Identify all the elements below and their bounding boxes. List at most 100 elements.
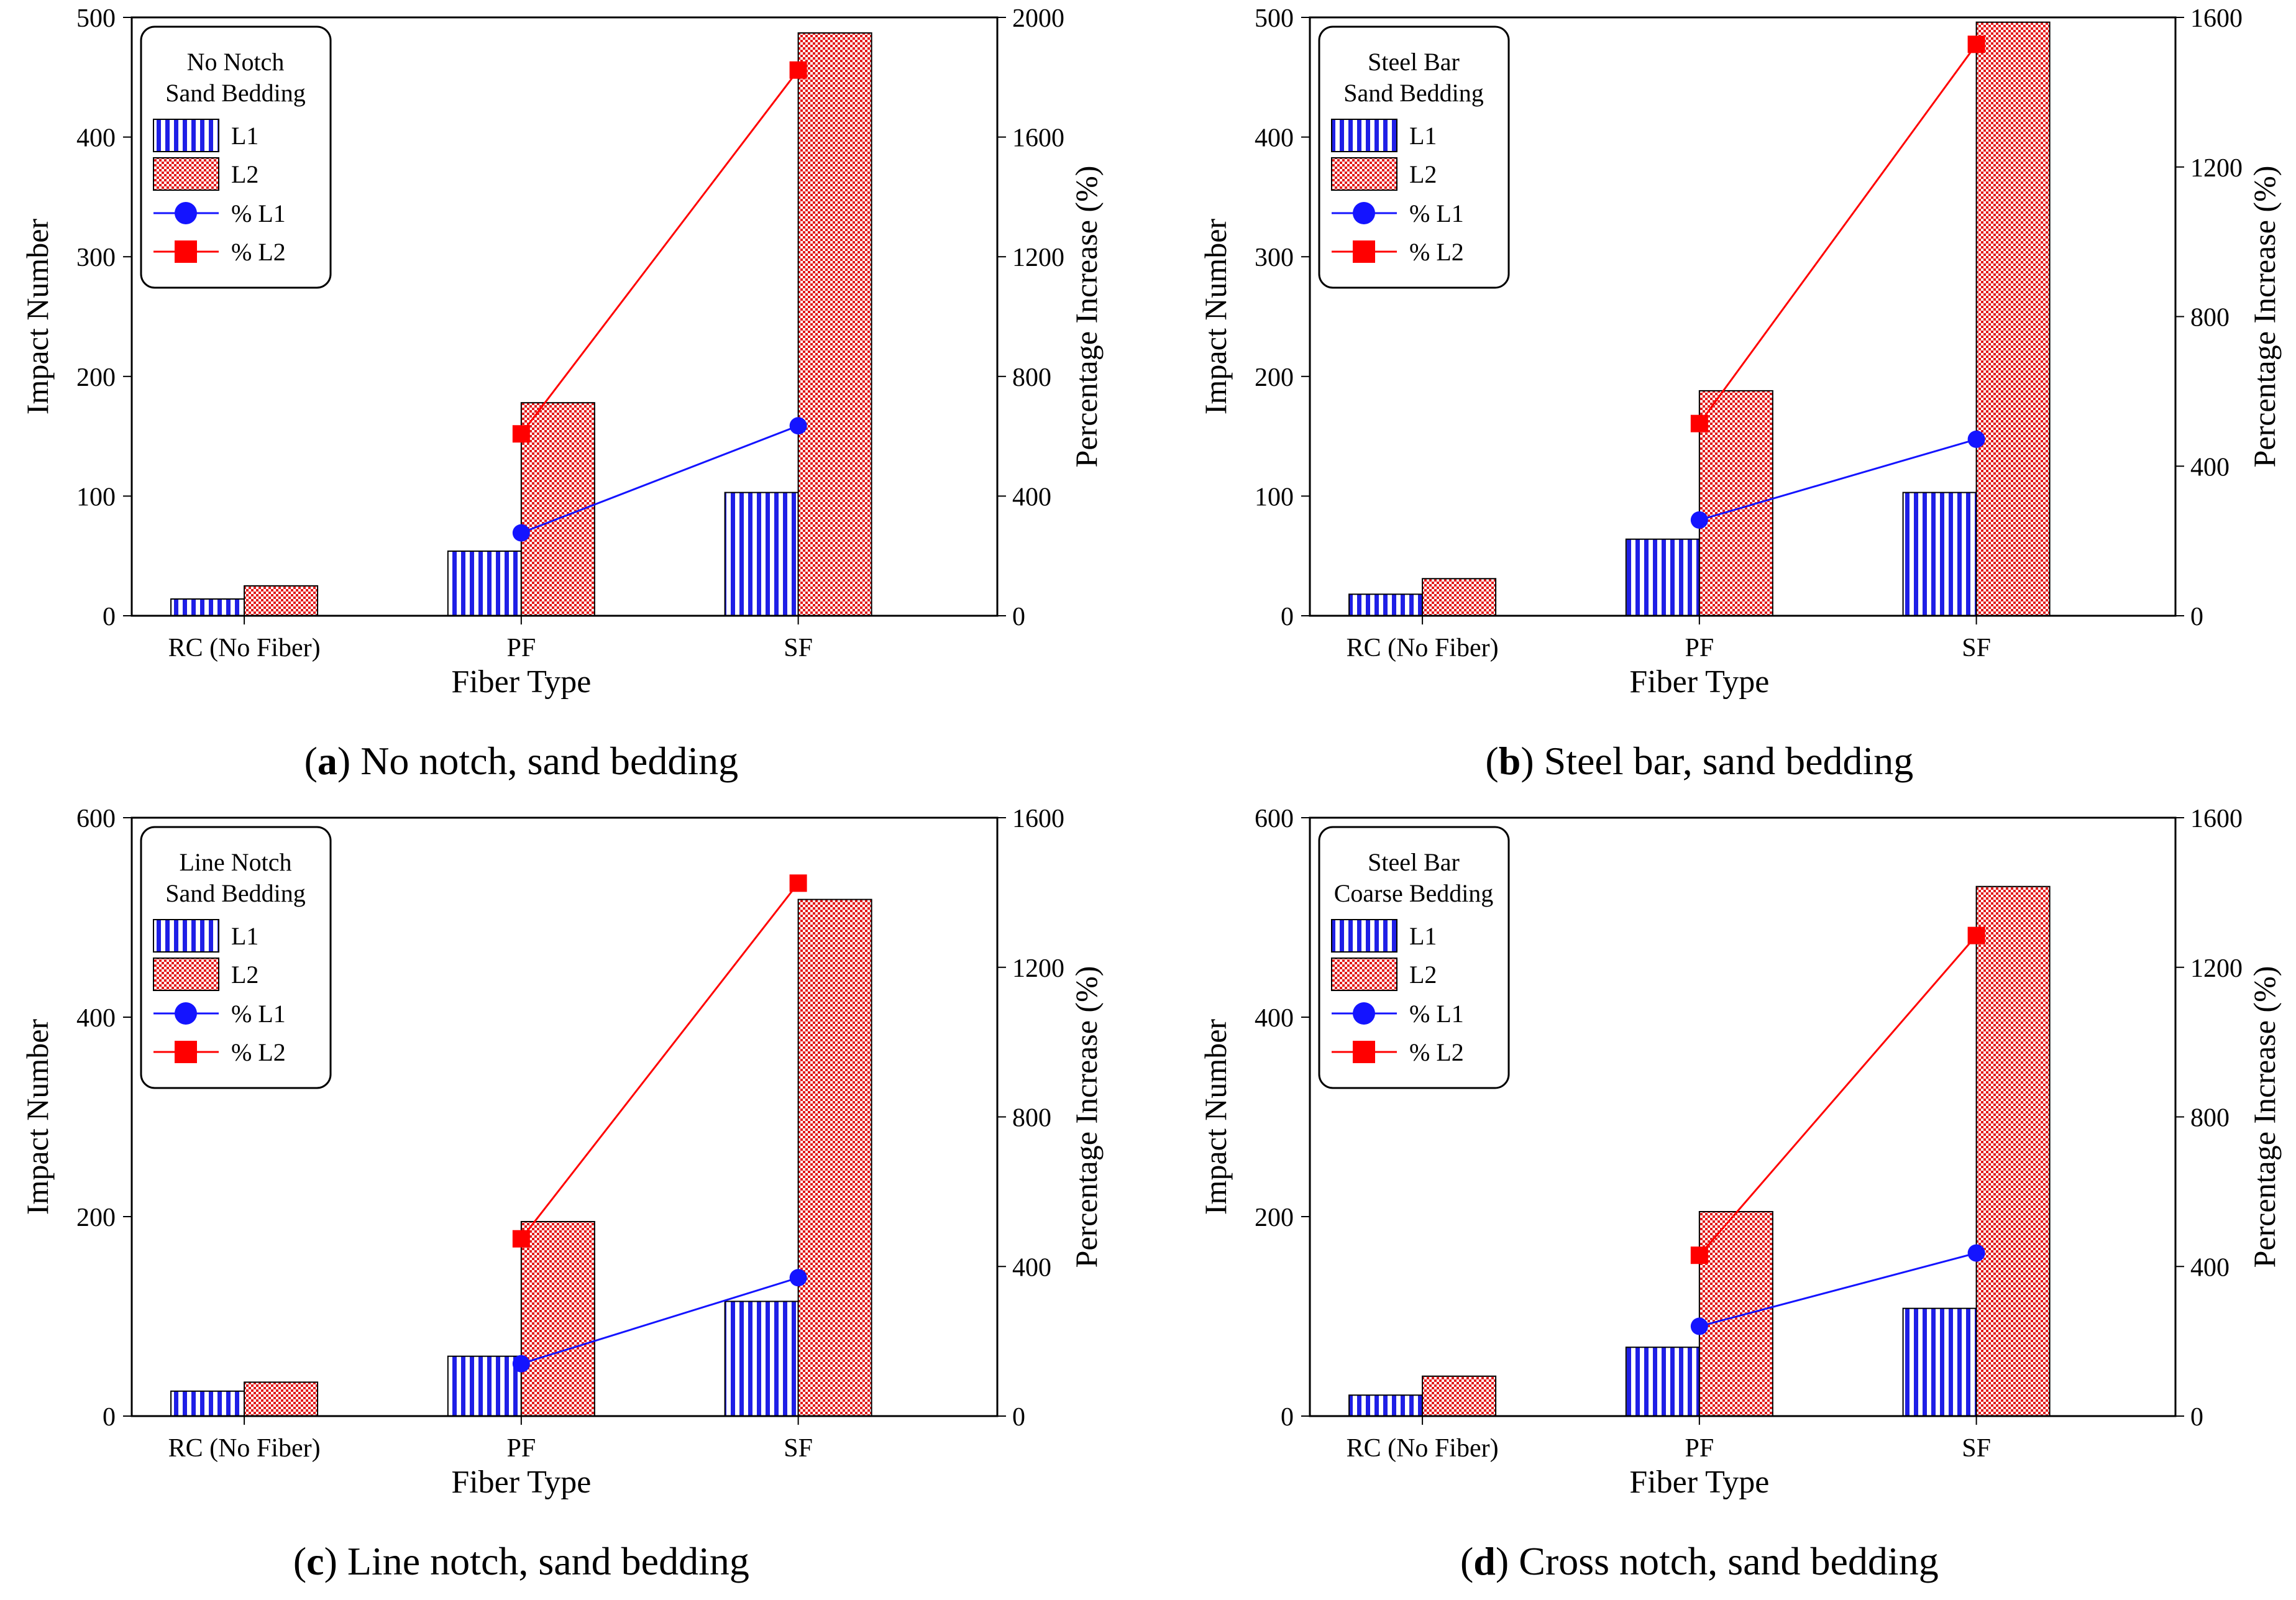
x-tick-label: PF bbox=[506, 634, 536, 662]
y2-tick-label: 400 bbox=[1012, 483, 1051, 511]
y-tick-label: 600 bbox=[76, 805, 116, 833]
legend-title: Line Notch bbox=[179, 848, 291, 876]
bar-l1-a-0 bbox=[170, 598, 245, 617]
bar-l2-d-1 bbox=[1698, 1210, 1773, 1417]
x-axis-label: Fiber Type bbox=[451, 1465, 591, 1500]
bar-l1-c-0 bbox=[170, 1390, 245, 1417]
marker-pct-l2 bbox=[789, 874, 807, 892]
y-axis-label: Impact Number bbox=[1198, 219, 1233, 415]
legend-swatch-l1 bbox=[153, 119, 219, 152]
line-pct-l1-b bbox=[1699, 438, 1977, 521]
y2-tick-label: 2000 bbox=[1012, 4, 1064, 33]
bar-l2-d-0 bbox=[1422, 1375, 1497, 1417]
legend-swatch-l2 bbox=[1331, 958, 1397, 991]
legend-label-l2: L2 bbox=[1409, 961, 1437, 989]
x-tick-label: RC (No Fiber) bbox=[1347, 1434, 1499, 1463]
y2-axis-label: Percentage Increase (%) bbox=[2247, 966, 2282, 1268]
legend-swatch-l2 bbox=[1331, 157, 1397, 191]
y2-tick-label: 400 bbox=[1012, 1253, 1051, 1282]
y-tick-label: 200 bbox=[76, 363, 116, 392]
y-tick-label: 300 bbox=[76, 244, 116, 272]
x-axis-label: Fiber Type bbox=[1629, 664, 1769, 700]
legend-label-pct-l2: % L2 bbox=[1409, 1038, 1464, 1066]
bar-l2-c-1 bbox=[520, 1221, 595, 1417]
y-axis-label: Impact Number bbox=[20, 219, 55, 415]
legend-marker-pct-l1 bbox=[175, 1002, 197, 1025]
legend-title: Steel Bar bbox=[1368, 48, 1460, 76]
legend-label-l2: L2 bbox=[1409, 160, 1437, 188]
line-pct-l1-c bbox=[521, 1276, 799, 1365]
line-pct-l2-a bbox=[520, 69, 799, 435]
line-pct-l2-b bbox=[1698, 43, 1977, 424]
marker-pct-l1 bbox=[512, 1355, 530, 1373]
y-tick-label: 100 bbox=[1255, 483, 1294, 511]
bar-l1-c-1 bbox=[447, 1355, 522, 1417]
legend-label-l2: L2 bbox=[231, 961, 258, 989]
legend-label-l1: L1 bbox=[231, 122, 258, 150]
y2-tick-label: 400 bbox=[2190, 453, 2230, 482]
y-tick-label: 200 bbox=[1255, 363, 1294, 392]
bar-l1-a-2 bbox=[724, 491, 799, 617]
bar-l1-d-1 bbox=[1625, 1346, 1700, 1417]
bar-l2-b-2 bbox=[1975, 21, 2051, 617]
y-tick-label: 400 bbox=[1255, 124, 1294, 153]
panel-caption: (a) No notch, sand bedding bbox=[304, 739, 739, 783]
marker-pct-l2 bbox=[1690, 1246, 1708, 1264]
legend-marker-pct-l2 bbox=[1353, 1041, 1375, 1063]
panel-d: RC (No Fiber) PF SF 0 200 400 600 0 400 800 1200 16… bbox=[1198, 805, 2282, 1583]
bar-l1-a-1 bbox=[447, 550, 522, 616]
x-tick-label: SF bbox=[1962, 1434, 1991, 1463]
legend-title: Sand Bedding bbox=[165, 879, 306, 907]
marker-pct-l1 bbox=[1967, 430, 1985, 448]
y2-tick-label: 0 bbox=[1012, 603, 1025, 631]
legend-label-pct-l2: % L2 bbox=[231, 238, 286, 266]
legend-swatch-l1 bbox=[1331, 119, 1397, 152]
bar-l1-b-2 bbox=[1902, 491, 1977, 617]
y2-axis-label: Percentage Increase (%) bbox=[1069, 166, 1104, 468]
marker-pct-l2 bbox=[1690, 414, 1708, 432]
bar-l2-a-0 bbox=[244, 585, 319, 616]
legend-swatch-l2 bbox=[153, 958, 219, 991]
marker-pct-l1 bbox=[1967, 1244, 1985, 1262]
legend-swatch-l2 bbox=[153, 157, 219, 191]
legend-title: No Notch bbox=[187, 48, 285, 76]
y-axis-label: Impact Number bbox=[20, 1019, 55, 1215]
bar-l1-d-2 bbox=[1902, 1307, 1977, 1417]
y2-tick-label: 1600 bbox=[2190, 805, 2243, 833]
y-tick-label: 400 bbox=[1255, 1004, 1294, 1033]
y2-tick-label: 400 bbox=[2190, 1253, 2230, 1282]
marker-pct-l1 bbox=[1690, 511, 1708, 529]
bar-l2-c-2 bbox=[797, 898, 872, 1417]
legend-marker-pct-l1 bbox=[175, 202, 197, 224]
legend-title: Sand Bedding bbox=[165, 79, 306, 107]
legend-marker-pct-l2 bbox=[1353, 240, 1375, 263]
line-pct-l2-d bbox=[1698, 935, 1977, 1256]
marker-pct-l1 bbox=[789, 1269, 807, 1287]
legend-label-pct-l1: % L1 bbox=[231, 199, 286, 227]
legend-marker-pct-l2 bbox=[175, 1041, 197, 1063]
legend-title: Sand Bedding bbox=[1343, 79, 1484, 107]
y2-tick-label: 800 bbox=[2190, 304, 2230, 332]
line-pct-l1-a bbox=[521, 424, 799, 534]
panel-caption: (c) Line notch, sand bedding bbox=[293, 1539, 749, 1583]
bar-l2-b-1 bbox=[1698, 390, 1773, 616]
x-tick-label: RC (No Fiber) bbox=[168, 634, 321, 662]
y-tick-label: 100 bbox=[76, 483, 116, 511]
bar-l2-a-2 bbox=[797, 32, 872, 616]
y-tick-label: 300 bbox=[1255, 244, 1294, 272]
x-tick-label: SF bbox=[1962, 634, 1991, 662]
y2-tick-label: 800 bbox=[2190, 1104, 2230, 1133]
x-axis-label: Fiber Type bbox=[1629, 1465, 1769, 1500]
y2-axis-label: Percentage Increase (%) bbox=[1069, 966, 1104, 1268]
y2-tick-label: 800 bbox=[1012, 1104, 1051, 1133]
legend-swatch-l1 bbox=[153, 919, 219, 953]
legend-label-pct-l2: % L2 bbox=[231, 1038, 286, 1066]
y2-tick-label: 1200 bbox=[2190, 154, 2243, 183]
legend-label-pct-l2: % L2 bbox=[1409, 238, 1464, 266]
y2-tick-label: 800 bbox=[1012, 363, 1051, 392]
bar-l1-b-1 bbox=[1625, 538, 1700, 617]
bar-l2-c-0 bbox=[244, 1381, 319, 1417]
bar-l1-d-0 bbox=[1348, 1394, 1424, 1417]
legend-label-l1: L1 bbox=[1409, 122, 1437, 150]
